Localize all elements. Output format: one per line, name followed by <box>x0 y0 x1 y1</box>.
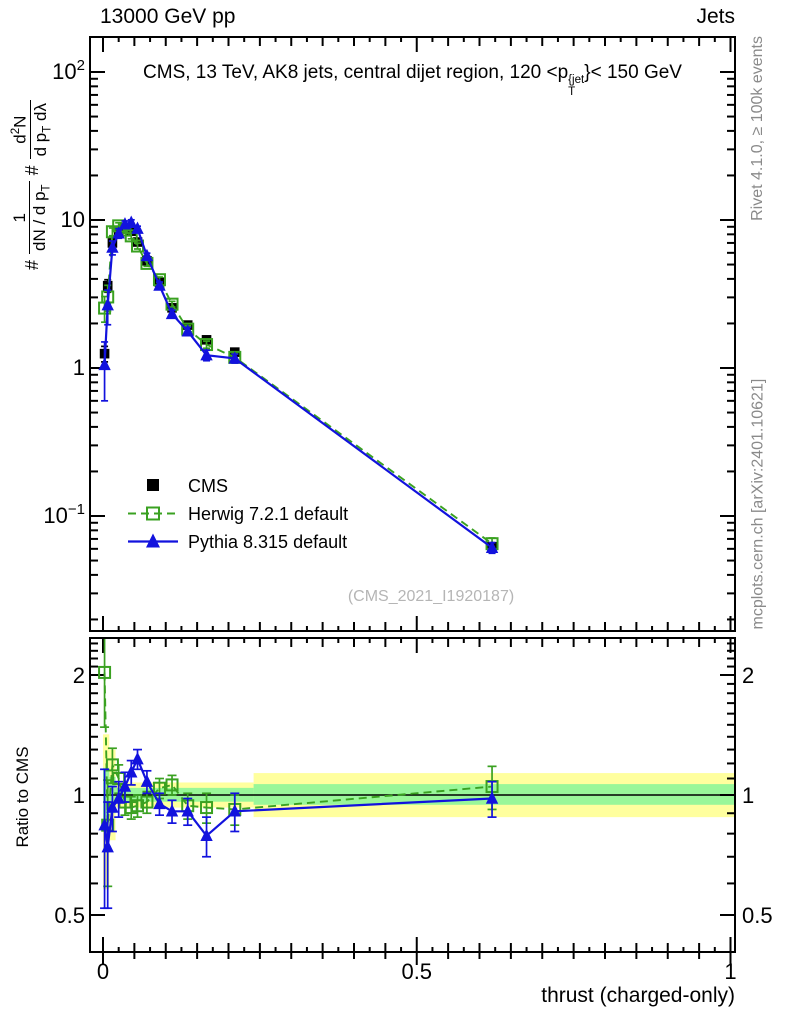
svg-text:1: 1 <box>73 355 85 380</box>
observable-title-post: }< 150 GeV <box>584 62 682 83</box>
svg-text:0.5: 0.5 <box>54 903 85 928</box>
svg-text:10−1: 10−1 <box>43 501 85 528</box>
legend-label-pythia: Pythia 8.315 default <box>188 532 348 552</box>
tick-labels: 0 0.5 1 102 10 1 10−1 2 2 1 1 0.5 0.5 <box>43 57 772 984</box>
svg-text:0: 0 <box>97 959 109 984</box>
pt-subscript: T <box>568 85 576 98</box>
legend-markers <box>128 479 178 548</box>
ylabel-hash-2: # <box>21 165 42 176</box>
ratio-series-herwig <box>98 639 499 888</box>
main-y-axis-label: # 1 dN / d pT # d2N d pT dλ <box>9 35 55 335</box>
main-series-pythia <box>98 215 499 555</box>
pt-superscript-stack: {jet T <box>568 75 584 98</box>
ylabel-fraction-2: d2N d pT dλ <box>9 99 55 160</box>
ylabel-frac1-numerator: 1 <box>9 181 31 254</box>
legend-label-herwig: Herwig 7.2.1 default <box>188 504 349 524</box>
process-title: Jets <box>696 5 735 28</box>
svg-text:2: 2 <box>73 663 85 688</box>
ylabel-fraction-1: 1 dN / d pT <box>9 181 54 254</box>
ylabel-frac2-numerator: d2N <box>9 99 31 160</box>
svg-text:1: 1 <box>73 783 85 808</box>
svg-text:2: 2 <box>742 663 754 688</box>
main-series-cms <box>99 222 497 552</box>
ratio-series-pythia <box>98 748 499 910</box>
observable-title: CMS, 13 TeV, AK8 jets, central dijet reg… <box>90 62 735 98</box>
svg-text:102: 102 <box>52 57 85 84</box>
mcplots-arxiv-note: mcplots.cern.ch [arXiv:2401.10621] <box>749 378 767 630</box>
ratio-y-axis-label: Ratio to CMS <box>13 746 32 848</box>
svg-text:10: 10 <box>61 207 85 232</box>
svg-text:0.5: 0.5 <box>401 959 432 984</box>
x-axis-label: thrust (charged-only) <box>541 984 735 1007</box>
rivet-version-note: Rivet 4.1.0, ≥ 100k events <box>749 36 766 221</box>
observable-title-pre: CMS, 13 TeV, AK8 jets, central dijet reg… <box>143 62 569 83</box>
svg-text:1: 1 <box>724 959 736 984</box>
legend-label-cms: CMS <box>188 476 228 496</box>
beam-title: 13000 GeV pp <box>100 5 236 28</box>
ylabel-frac2-denominator: d pT dλ <box>30 102 54 157</box>
axis-ticks <box>90 37 735 965</box>
main-series-herwig <box>98 219 499 551</box>
analysis-id-watermark: (CMS_2021_I1920187) <box>347 588 515 605</box>
svg-text:1: 1 <box>742 783 754 808</box>
svg-text:0.5: 0.5 <box>742 903 773 928</box>
ylabel-frac1-denominator: dN / d pT <box>30 184 53 251</box>
pt-superscript: {jet <box>568 74 585 87</box>
ylabel-hash-1: # <box>21 260 42 271</box>
